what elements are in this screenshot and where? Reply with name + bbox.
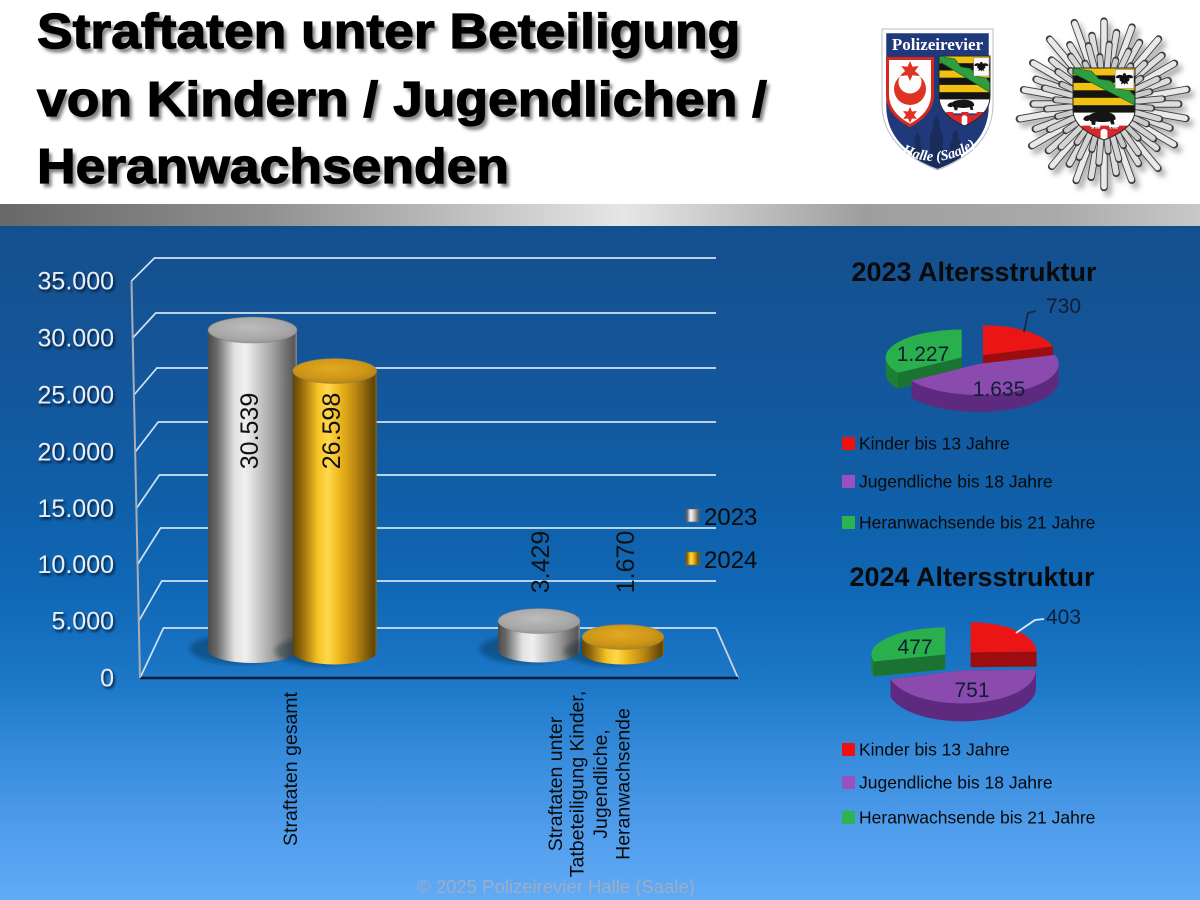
svg-text:Straftaten gesamt: Straftaten gesamt bbox=[280, 691, 302, 845]
svg-text:2024 Altersstruktur: 2024 Altersstruktur bbox=[849, 562, 1095, 592]
svg-text:0: 0 bbox=[100, 665, 114, 693]
svg-text:2024: 2024 bbox=[704, 547, 757, 574]
svg-text:Jugendliche bis 18 Jahre: Jugendliche bis 18 Jahre bbox=[859, 773, 1053, 793]
svg-text:Tatbeteiligung Kinder,: Tatbeteiligung Kinder, bbox=[567, 691, 589, 877]
svg-text:403: 403 bbox=[1046, 606, 1081, 629]
svg-text:730: 730 bbox=[1046, 295, 1081, 318]
svg-text:5.000: 5.000 bbox=[51, 608, 114, 636]
svg-text:30.539: 30.539 bbox=[236, 393, 264, 469]
svg-text:Kinder bis 13 Jahre: Kinder bis 13 Jahre bbox=[859, 740, 1010, 760]
svg-text:1.635: 1.635 bbox=[973, 378, 1026, 401]
svg-text:Polizeirevier: Polizeirevier bbox=[892, 35, 984, 54]
svg-text:Straftaten unter: Straftaten unter bbox=[545, 716, 567, 851]
svg-text:Jugendliche,: Jugendliche, bbox=[590, 729, 612, 839]
svg-text:15.000: 15.000 bbox=[38, 495, 114, 523]
svg-text:© 2025 Polizeirevier Halle (Sa: © 2025 Polizeirevier Halle (Saale) bbox=[417, 876, 695, 897]
svg-text:Heranwachsende bis 21 Jahre: Heranwachsende bis 21 Jahre bbox=[859, 808, 1095, 828]
svg-text:Heranwachsende bis 21 Jahre: Heranwachsende bis 21 Jahre bbox=[859, 513, 1095, 533]
svg-text:Heranwachsende: Heranwachsende bbox=[613, 708, 635, 860]
svg-text:1.227: 1.227 bbox=[897, 343, 950, 366]
svg-text:25.000: 25.000 bbox=[38, 382, 114, 410]
svg-text:10.000: 10.000 bbox=[38, 551, 114, 579]
svg-text:1.670: 1.670 bbox=[612, 531, 640, 594]
svg-text:35.000: 35.000 bbox=[38, 268, 114, 296]
svg-text:3.429: 3.429 bbox=[527, 531, 555, 594]
svg-text:2023 Altersstruktur: 2023 Altersstruktur bbox=[851, 257, 1097, 287]
svg-text:Jugendliche bis 18 Jahre: Jugendliche bis 18 Jahre bbox=[859, 472, 1053, 492]
svg-text:26.598: 26.598 bbox=[318, 393, 346, 469]
svg-text:477: 477 bbox=[897, 636, 932, 659]
svg-text:751: 751 bbox=[954, 679, 989, 702]
svg-text:2023: 2023 bbox=[704, 504, 757, 531]
svg-text:Kinder bis 13 Jahre: Kinder bis 13 Jahre bbox=[859, 434, 1010, 454]
svg-text:30.000: 30.000 bbox=[38, 325, 114, 353]
svg-text:20.000: 20.000 bbox=[38, 439, 114, 467]
